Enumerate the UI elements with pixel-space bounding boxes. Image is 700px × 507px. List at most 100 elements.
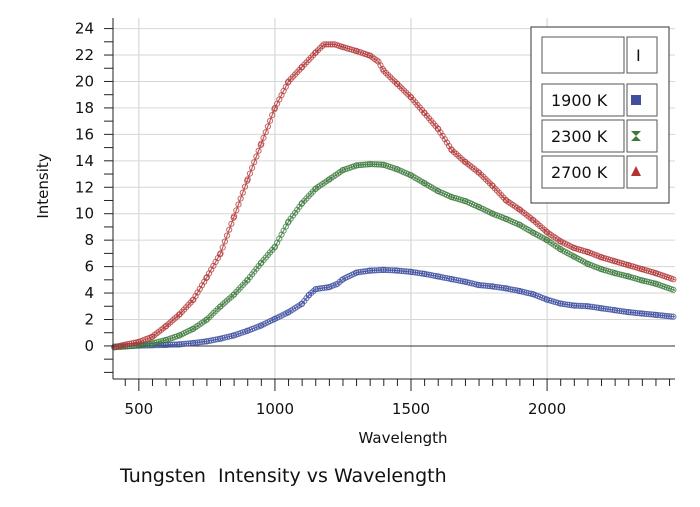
data-point bbox=[439, 274, 446, 281]
data-point bbox=[482, 282, 489, 289]
data-point bbox=[480, 282, 487, 289]
data-point bbox=[435, 273, 442, 280]
data-point bbox=[602, 305, 610, 312]
data-point bbox=[557, 300, 564, 307]
data-point bbox=[180, 340, 188, 347]
y-tick-label: 24 bbox=[75, 20, 94, 38]
y-tick-label: 12 bbox=[75, 178, 94, 196]
hourglass-icon bbox=[631, 131, 641, 141]
data-point bbox=[373, 161, 380, 168]
data-point bbox=[241, 183, 249, 190]
y-tick-label: 22 bbox=[75, 46, 94, 64]
plot-series bbox=[111, 41, 677, 351]
data-point bbox=[639, 310, 646, 317]
data-point bbox=[260, 134, 267, 141]
data-point bbox=[353, 269, 360, 276]
data-point bbox=[360, 268, 367, 275]
data-point bbox=[323, 41, 330, 48]
data-point bbox=[314, 285, 321, 292]
data-point bbox=[571, 302, 578, 309]
data-point bbox=[196, 339, 203, 346]
legend-marker-cell bbox=[626, 119, 658, 153]
y-tick-label: 20 bbox=[75, 72, 94, 90]
data-point bbox=[604, 306, 612, 313]
data-point bbox=[266, 117, 274, 124]
data-point bbox=[320, 41, 327, 48]
x-tick-label: 2000 bbox=[528, 400, 566, 418]
x-tick-label: 1500 bbox=[392, 400, 430, 418]
data-point bbox=[169, 341, 176, 348]
data-point bbox=[589, 303, 596, 310]
data-point bbox=[641, 310, 648, 317]
data-point bbox=[178, 341, 185, 348]
data-point bbox=[373, 57, 380, 64]
data-point bbox=[203, 338, 210, 345]
data-point bbox=[575, 302, 582, 309]
data-point bbox=[591, 304, 598, 311]
data-point bbox=[655, 312, 662, 319]
data-point bbox=[319, 285, 326, 292]
data-point bbox=[453, 276, 460, 284]
data-point bbox=[382, 266, 390, 274]
data-point bbox=[577, 302, 584, 309]
data-point bbox=[414, 269, 421, 276]
data-point bbox=[410, 269, 417, 276]
data-point bbox=[246, 170, 253, 177]
x-tick-label: 1000 bbox=[256, 400, 294, 418]
data-point bbox=[475, 282, 483, 289]
data-point bbox=[584, 303, 592, 310]
data-point bbox=[325, 41, 332, 48]
data-point bbox=[357, 161, 364, 169]
data-point bbox=[493, 284, 501, 291]
data-point bbox=[657, 312, 664, 319]
series-line bbox=[114, 269, 676, 348]
data-point bbox=[219, 244, 226, 251]
data-point bbox=[398, 267, 405, 275]
data-point bbox=[394, 267, 401, 274]
legend-header-mark: I bbox=[636, 46, 641, 65]
legend-entry-label: 2700 K bbox=[551, 163, 608, 182]
data-point bbox=[373, 267, 380, 274]
data-point bbox=[210, 336, 217, 344]
data-point bbox=[448, 276, 455, 283]
data-point bbox=[618, 308, 625, 315]
legend-label-cell bbox=[541, 83, 625, 117]
data-point bbox=[183, 340, 190, 347]
data-point bbox=[630, 309, 637, 316]
x-tick-label: 500 bbox=[125, 400, 154, 418]
data-point bbox=[327, 41, 334, 48]
data-point bbox=[176, 341, 183, 348]
data-point bbox=[587, 303, 594, 310]
data-point bbox=[251, 159, 258, 166]
data-point bbox=[380, 266, 387, 273]
data-point bbox=[659, 312, 666, 319]
data-point bbox=[627, 309, 635, 316]
data-point bbox=[262, 129, 269, 136]
data-point bbox=[255, 147, 262, 154]
data-point bbox=[329, 41, 336, 48]
data-point bbox=[233, 207, 240, 214]
y-tick-label: 0 bbox=[84, 337, 94, 355]
data-point bbox=[614, 307, 621, 314]
data-point bbox=[625, 309, 632, 316]
data-point bbox=[496, 284, 503, 291]
data-point bbox=[244, 176, 251, 183]
data-point bbox=[319, 42, 326, 50]
data-point bbox=[668, 313, 675, 320]
data-point bbox=[564, 301, 571, 308]
data-point bbox=[612, 307, 619, 314]
data-point bbox=[652, 311, 660, 318]
data-point bbox=[371, 267, 378, 274]
legend-label-cell bbox=[541, 119, 625, 153]
data-point bbox=[478, 282, 485, 289]
data-point bbox=[312, 286, 319, 293]
data-point bbox=[421, 270, 428, 277]
square-icon bbox=[631, 95, 641, 105]
data-point bbox=[221, 238, 228, 245]
data-point bbox=[167, 341, 174, 348]
data-point bbox=[385, 267, 392, 274]
data-point bbox=[355, 162, 362, 169]
data-point bbox=[367, 161, 374, 168]
data-point bbox=[450, 276, 458, 283]
